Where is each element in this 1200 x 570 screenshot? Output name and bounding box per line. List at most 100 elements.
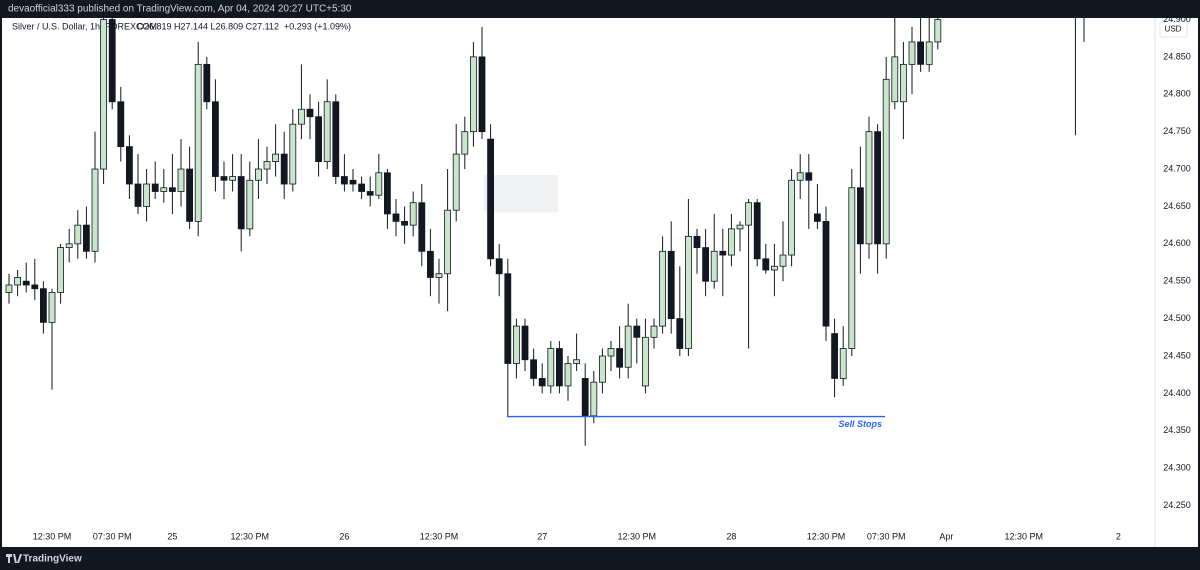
candle-body <box>452 153 460 211</box>
candle-body <box>693 235 701 248</box>
candle-body <box>745 202 752 226</box>
candle-body <box>538 378 546 387</box>
candle-body <box>839 348 847 379</box>
candle-body <box>409 202 417 226</box>
candle-body <box>306 108 314 118</box>
candle-body <box>186 168 194 222</box>
candle-body <box>556 348 563 387</box>
candle-body <box>685 235 692 349</box>
candle-body <box>177 168 185 192</box>
candle-body <box>254 168 262 181</box>
x-tick-label: 26 <box>339 531 349 541</box>
candle-body <box>762 258 770 271</box>
candle-body <box>48 292 56 323</box>
candle-body <box>487 138 495 260</box>
candle-body <box>14 277 22 286</box>
x-tick-label: 12:30 PM <box>1005 531 1044 541</box>
candle-body <box>392 213 400 222</box>
y-tick-label: 24.400 <box>1163 388 1191 398</box>
candle-body <box>581 378 589 417</box>
candle-body <box>151 183 159 192</box>
x-tick-label: 12:30 PM <box>807 531 846 541</box>
y-tick-label: 24.350 <box>1163 425 1191 435</box>
x-tick-label: 28 <box>726 531 736 541</box>
candle-body <box>280 153 288 185</box>
candle-body <box>882 78 890 245</box>
candle-body <box>642 336 649 387</box>
candle-body <box>108 19 116 103</box>
candle-body <box>366 191 374 196</box>
candle-body <box>168 187 176 192</box>
x-tick-label: 12:30 PM <box>618 531 657 541</box>
candle-body <box>211 101 219 177</box>
candle-body <box>31 284 39 290</box>
y-tick-label: 24.800 <box>1163 89 1191 99</box>
y-tick-label: 24.900 <box>1163 14 1191 24</box>
candle-body <box>126 146 133 185</box>
candle-body <box>358 183 366 192</box>
legend-symbol: Silver / U.S. Dollar, 1h, FOREXCOM <box>12 21 157 31</box>
candle-body <box>633 325 641 338</box>
candle-body <box>461 131 469 155</box>
candle-body <box>100 19 107 170</box>
candle-body <box>805 172 813 181</box>
candle-body <box>667 250 675 320</box>
chart-background <box>2 18 1198 547</box>
candle-body <box>444 209 452 275</box>
candle-body <box>74 224 82 245</box>
candle-body <box>702 247 709 282</box>
x-tick-label: 12:30 PM <box>33 531 72 541</box>
footer-brand: TradingView <box>23 554 82 565</box>
candle-body <box>435 273 443 278</box>
currency-label[interactable]: USD <box>1165 25 1182 34</box>
currency-box[interactable] <box>1159 20 1188 38</box>
candle-body <box>220 176 228 181</box>
y-tick-label: 24.450 <box>1163 350 1191 360</box>
candle-body <box>289 123 297 185</box>
candle-body <box>719 250 727 256</box>
candle-body <box>340 176 348 185</box>
candle-body <box>272 153 280 162</box>
candle-body <box>547 348 555 387</box>
candle-body <box>831 333 838 379</box>
y-tick-label: 24.250 <box>1163 500 1191 510</box>
candle-body <box>788 179 795 256</box>
candle-body <box>900 63 907 103</box>
candle-body <box>134 183 142 207</box>
candle-body <box>495 258 503 275</box>
candle-body <box>117 101 125 148</box>
candle-body <box>203 63 211 103</box>
candle-body <box>650 325 658 338</box>
candle-body <box>590 381 598 417</box>
candle-body <box>401 221 409 226</box>
annotation-label: Sell Stops <box>838 419 882 429</box>
candle-body <box>478 56 486 133</box>
candle-body <box>865 131 873 245</box>
candle-body <box>57 247 64 293</box>
candle-body <box>857 187 864 245</box>
candle-body <box>91 168 99 252</box>
candle-body <box>779 254 787 267</box>
candle-body <box>426 250 434 278</box>
footer-logo <box>6 554 22 563</box>
header-text: devaofficial333 published on TradingView… <box>8 4 352 15</box>
y-tick-label: 24.700 <box>1163 163 1191 173</box>
candle-body <box>616 348 623 368</box>
candle-body <box>40 288 47 323</box>
candle-body <box>65 243 73 248</box>
candle-body <box>796 172 804 181</box>
y-tick-label: 24.850 <box>1163 51 1191 61</box>
candle-body <box>848 187 856 349</box>
candle-body <box>710 250 718 282</box>
candle-body <box>22 280 30 286</box>
candle-body <box>160 187 168 192</box>
candle-body <box>504 273 512 364</box>
x-tick-label: 2 <box>1116 531 1121 541</box>
candle-body <box>375 172 383 196</box>
y-tick-label: 24.500 <box>1163 313 1191 323</box>
candle-body <box>728 228 735 256</box>
candle-body <box>263 161 271 170</box>
x-tick-label: Apr <box>939 531 953 541</box>
candle-body <box>229 176 237 181</box>
